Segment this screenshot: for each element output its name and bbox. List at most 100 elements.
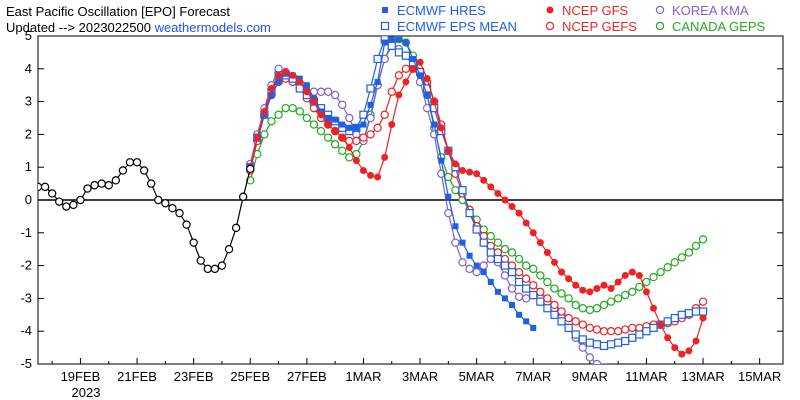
data-point-ecmwf-eps-mean — [585, 338, 594, 347]
data-point-ncep-gfs — [253, 134, 261, 142]
data-point-ecmwf-hres — [494, 288, 501, 295]
chart-site: weathermodels.com — [154, 20, 271, 35]
data-point-ecmwf-eps-mean — [465, 209, 474, 218]
data-point-ncep-gfs — [586, 288, 594, 296]
data-point-ncep-gfs — [501, 196, 509, 204]
x-tick-label: 13MAR — [681, 369, 724, 384]
data-point-observed — [168, 203, 177, 213]
data-point-ecmwf-hres — [360, 121, 367, 128]
data-point-ncep-gefs — [380, 110, 389, 119]
legend-marker-ncep-gfs — [546, 6, 554, 14]
legend-label-ncep-gefs: NCEP GEFS — [562, 19, 637, 34]
data-point-ecmwf-hres — [452, 223, 459, 230]
data-point-ncep-gfs — [607, 285, 615, 293]
data-point-canada-geps — [564, 294, 573, 303]
data-point-ncep-gfs — [282, 68, 290, 76]
y-tick-label: 0 — [25, 192, 32, 207]
data-point-ecmwf-hres — [480, 269, 487, 276]
data-point-ncep-gfs — [317, 111, 325, 119]
data-point-canada-geps — [288, 103, 297, 113]
data-point-ecmwf-hres — [325, 115, 332, 121]
data-point-ncep-gfs — [310, 98, 318, 106]
data-point-ecmwf-eps-mean — [621, 336, 630, 346]
data-point-ecmwf-eps-mean — [522, 284, 531, 293]
data-point-korea-kma — [585, 353, 595, 362]
y-tick-label: -5 — [20, 356, 32, 371]
data-point-canada-geps — [246, 176, 255, 185]
data-point-ncep-gfs — [423, 75, 431, 83]
data-point-ecmwf-eps-mean — [472, 225, 481, 234]
data-point-korea-kma — [607, 365, 614, 372]
data-point-canada-geps — [599, 300, 609, 310]
data-point-ecmwf-eps-mean — [578, 335, 587, 344]
data-point-ncep-gfs — [642, 288, 650, 296]
data-point-ncep-gfs — [409, 65, 417, 73]
data-point-canada-geps — [260, 130, 269, 139]
data-point-ecmwf-hres — [459, 239, 466, 246]
data-point-canada-geps — [302, 113, 312, 123]
data-point-canada-geps — [514, 254, 524, 264]
data-point-observed — [40, 182, 50, 192]
data-point-ncep-gfs — [558, 268, 566, 276]
x-tick-label: 11MAR — [625, 369, 667, 384]
data-point-observed — [132, 158, 142, 167]
data-point-ncep-gefs — [401, 64, 411, 74]
data-point-canada-geps — [444, 172, 453, 182]
data-point-ecmwf-hres — [339, 121, 346, 128]
x-tick-label: 3MAR — [402, 369, 438, 384]
y-tick-label: 5 — [25, 28, 32, 43]
data-point-canada-geps — [621, 290, 630, 300]
legend-marker-ecmwf-eps-mean — [380, 21, 390, 31]
data-point-ncep-gfs — [395, 91, 403, 99]
data-point-ncep-gfs — [466, 168, 474, 176]
data-point-ncep-gfs — [352, 157, 360, 165]
data-point-ncep-gfs — [508, 203, 516, 211]
data-point-ecmwf-eps-mean — [500, 261, 510, 270]
data-point-ncep-gefs — [352, 136, 361, 146]
data-point-ncep-gfs — [522, 219, 530, 227]
data-point-ncep-gfs — [628, 268, 636, 276]
data-point-ncep-gfs — [437, 124, 445, 132]
data-point-ecmwf-eps-mean — [698, 307, 708, 316]
data-point-observed — [62, 202, 71, 211]
data-point-canada-geps — [345, 153, 354, 162]
data-point-korea-kma — [345, 113, 354, 123]
data-point-ecmwf-hres — [523, 318, 530, 325]
data-point-observed — [90, 181, 99, 190]
data-point-canada-geps — [635, 282, 644, 292]
data-point-canada-geps — [578, 304, 587, 313]
data-point-ecmwf-eps-mean — [507, 268, 517, 277]
data-point-ncep-gfs — [289, 71, 297, 79]
data-point-ncep-gfs — [529, 229, 537, 237]
data-point-ecmwf-eps-mean — [514, 277, 524, 287]
data-point-korea-kma — [458, 258, 467, 267]
data-point-ncep-gefs — [606, 327, 616, 336]
data-point-ecmwf-hres — [431, 121, 438, 128]
data-point-ecmwf-hres — [346, 124, 353, 131]
data-point-ecmwf-eps-mean — [635, 330, 644, 339]
data-point-ncep-gfs — [593, 285, 601, 293]
data-point-ncep-gefs — [387, 87, 396, 96]
data-point-observed — [69, 200, 78, 210]
y-tick-label: -2 — [20, 258, 32, 273]
data-point-ecmwf-eps-mean — [649, 323, 658, 333]
data-point-ecmwf-hres — [332, 116, 339, 123]
data-point-canada-geps — [613, 294, 623, 303]
y-tick-label: 4 — [25, 61, 32, 76]
series-observed — [38, 158, 255, 274]
data-point-ncep-gfs — [338, 134, 346, 142]
data-point-ecmwf-hres — [424, 92, 431, 99]
data-point-canada-geps — [281, 103, 290, 113]
data-point-ecmwf-hres — [381, 39, 388, 46]
y-tick-label: -3 — [20, 290, 32, 305]
data-point-observed — [175, 208, 184, 218]
y-tick-label: -4 — [20, 323, 32, 338]
series-ncep-gfs — [246, 58, 707, 358]
data-point-observed — [146, 179, 156, 188]
data-point-korea-kma — [514, 292, 524, 301]
data-point-korea-kma — [472, 267, 481, 277]
data-point-canada-geps — [698, 235, 708, 244]
chart-subtitle-prefix: Updated --> 2023022500 — [6, 20, 151, 35]
